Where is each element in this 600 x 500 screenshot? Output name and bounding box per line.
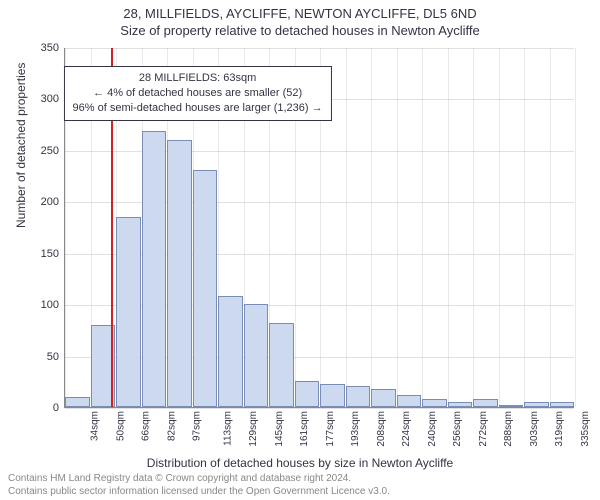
annotation-box: 28 MILLFIELDS: 63sqm← 4% of detached hou… — [64, 66, 332, 121]
ytick-label: 50 — [29, 351, 59, 363]
gridline-v — [346, 48, 347, 407]
footer-attribution: Contains HM Land Registry data © Crown c… — [8, 472, 390, 498]
ytick-label: 150 — [29, 248, 59, 260]
histogram-bar — [371, 389, 396, 408]
footer-line1: Contains HM Land Registry data © Crown c… — [8, 472, 390, 485]
xtick-label: 177sqm — [325, 411, 336, 447]
histogram-bar — [65, 397, 90, 407]
xtick-label: 161sqm — [299, 411, 310, 447]
histogram-bar — [346, 386, 371, 407]
histogram-bar — [244, 304, 269, 407]
xtick-label: 335sqm — [580, 411, 591, 447]
plot-area: 05010015020025030035034sqm50sqm66sqm82sq… — [64, 48, 574, 408]
xtick-label: 256sqm — [452, 411, 463, 447]
histogram-bar — [116, 217, 141, 407]
histogram-bar — [422, 399, 447, 407]
xtick-label: 240sqm — [427, 411, 438, 447]
xtick-label: 82sqm — [166, 411, 177, 441]
xtick-label: 34sqm — [90, 411, 101, 441]
histogram-bar — [448, 402, 473, 407]
histogram-bar — [473, 399, 498, 407]
xtick-label: 208sqm — [376, 411, 387, 447]
xtick-label: 50sqm — [115, 411, 126, 441]
gridline-v — [550, 48, 551, 407]
y-axis-label: Number of detached properties — [14, 63, 28, 228]
xtick-label: 97sqm — [192, 411, 203, 441]
chart-area: 05010015020025030035034sqm50sqm66sqm82sq… — [64, 48, 574, 408]
histogram-bar — [397, 395, 422, 407]
gridline-v — [473, 48, 474, 407]
xtick-label: 193sqm — [350, 411, 361, 447]
gridline-v — [397, 48, 398, 407]
histogram-bar — [167, 140, 192, 407]
xtick-label: 224sqm — [401, 411, 412, 447]
gridline-v — [499, 48, 500, 407]
ytick-label: 200 — [29, 196, 59, 208]
histogram-bar — [142, 131, 167, 407]
ytick-label: 0 — [29, 402, 59, 414]
ytick-label: 300 — [29, 93, 59, 105]
gridline-v — [422, 48, 423, 407]
histogram-bar — [499, 405, 524, 407]
gridline-v — [575, 48, 576, 407]
xtick-label: 319sqm — [554, 411, 565, 447]
gridline-v — [524, 48, 525, 407]
annotation-line1: 28 MILLFIELDS: 63sqm — [73, 71, 323, 86]
histogram-bar — [320, 384, 345, 407]
gridline-h — [65, 408, 574, 409]
ytick-label: 350 — [29, 42, 59, 54]
histogram-bar — [218, 296, 243, 407]
histogram-bar — [193, 170, 218, 407]
xtick-label: 272sqm — [478, 411, 489, 447]
xtick-label: 145sqm — [274, 411, 285, 447]
ytick-label: 250 — [29, 145, 59, 157]
annotation-line3: 96% of semi-detached houses are larger (… — [73, 101, 323, 116]
xtick-label: 288sqm — [503, 411, 514, 447]
gridline-v — [371, 48, 372, 407]
histogram-bar — [524, 402, 549, 407]
xtick-label: 66sqm — [141, 411, 152, 441]
x-axis-label: Distribution of detached houses by size … — [0, 456, 600, 470]
ytick-label: 100 — [29, 299, 59, 311]
title-main: 28, MILLFIELDS, AYCLIFFE, NEWTON AYCLIFF… — [0, 0, 600, 21]
xtick-label: 113sqm — [222, 411, 233, 446]
annotation-line2: ← 4% of detached houses are smaller (52) — [73, 86, 323, 101]
xtick-label: 129sqm — [248, 411, 259, 447]
histogram-bar — [550, 402, 575, 407]
title-sub: Size of property relative to detached ho… — [0, 21, 600, 38]
gridline-v — [448, 48, 449, 407]
footer-line2: Contains public sector information licen… — [8, 485, 390, 498]
histogram-bar — [269, 323, 294, 407]
xtick-label: 303sqm — [529, 411, 540, 447]
histogram-bar — [295, 381, 320, 407]
